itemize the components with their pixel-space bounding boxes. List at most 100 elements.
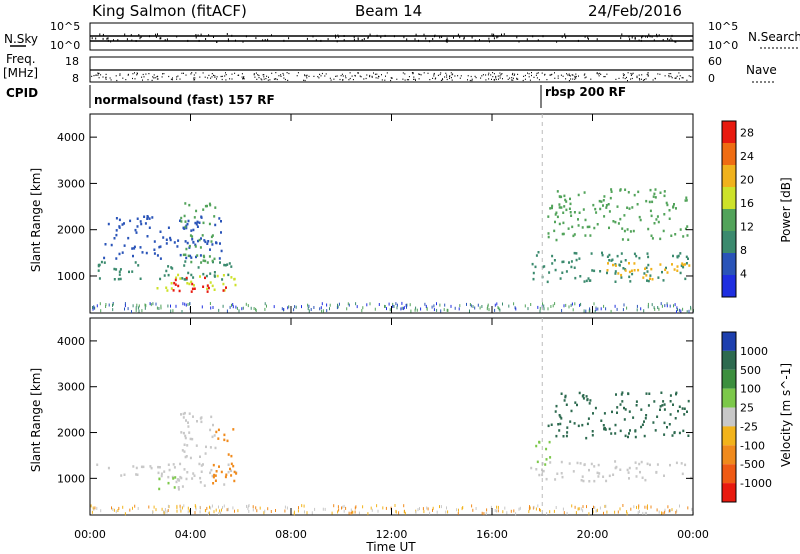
colorbar-frame <box>721 331 737 503</box>
range-cell <box>133 245 136 249</box>
nsky-point <box>418 39 419 42</box>
ground-scatter-cell <box>650 505 652 509</box>
freq-tick-low: 8 <box>72 72 79 85</box>
range-cell <box>547 232 550 235</box>
nsky-point <box>675 40 677 43</box>
ground-scatter-cell <box>676 509 678 513</box>
nave-point <box>626 76 627 79</box>
nave-point <box>170 78 172 80</box>
range-cell <box>159 277 162 281</box>
nave-point <box>413 76 415 78</box>
range-cell <box>204 452 207 455</box>
nave-point <box>511 74 513 76</box>
ground-scatter-cell <box>231 303 232 307</box>
range-cell <box>213 473 216 477</box>
range-cell <box>668 217 671 220</box>
range-cell <box>543 265 546 268</box>
nave-point <box>679 75 681 77</box>
nave-point <box>449 77 450 79</box>
range-cell <box>127 236 130 240</box>
range-cell <box>666 271 669 274</box>
nave-point <box>381 79 383 81</box>
ground-scatter-cell <box>336 306 338 310</box>
range-cell <box>636 203 639 206</box>
ground-scatter-cell <box>180 509 182 513</box>
range-cell <box>183 411 186 415</box>
range-cell <box>145 251 148 255</box>
nave-point <box>639 79 641 81</box>
nave-point <box>624 77 626 80</box>
range-cell <box>166 289 169 292</box>
range-cell <box>620 273 623 277</box>
ground-scatter-cell <box>378 303 380 306</box>
range-cell <box>682 235 685 238</box>
nsky-point <box>228 39 229 42</box>
ground-scatter-cell <box>122 505 124 509</box>
nave-point <box>514 73 516 75</box>
range-cell <box>146 215 149 218</box>
range-cell <box>223 483 226 486</box>
range-cell <box>226 263 229 266</box>
nave-point <box>415 79 416 81</box>
range-cell <box>195 444 198 447</box>
ground-scatter-cell <box>690 305 692 309</box>
range-cell <box>669 394 672 397</box>
nave-point <box>176 78 178 80</box>
range-cell <box>561 260 564 264</box>
ground-scatter-cell <box>640 307 642 311</box>
ground-scatter-cell <box>458 307 460 311</box>
ground-scatter-cell <box>218 308 220 312</box>
range-cell <box>118 252 121 256</box>
range-cell <box>209 203 212 207</box>
nave-point <box>469 79 471 82</box>
range-cell <box>149 465 152 468</box>
nave-point <box>522 79 524 82</box>
range-cell <box>663 213 666 216</box>
y-tick-label: 1000 <box>57 270 85 283</box>
nave-point <box>116 79 118 82</box>
nave-point <box>500 74 502 76</box>
nsky-point <box>491 33 493 36</box>
nsky-point <box>670 37 672 40</box>
range-cell <box>648 392 651 395</box>
nsky-point <box>195 34 197 36</box>
range-cell <box>685 262 688 265</box>
ground-scatter-cell <box>656 508 658 512</box>
ground-scatter-cell <box>589 307 591 311</box>
range-cell <box>214 446 217 450</box>
range-cell <box>634 461 637 464</box>
nave-point <box>97 74 99 76</box>
ground-scatter-cell <box>371 508 373 512</box>
nave-point <box>317 76 319 78</box>
range-cell <box>173 486 176 489</box>
ground-scatter-cell <box>565 303 567 307</box>
range-cell <box>641 476 644 479</box>
colorbar-tick-label: 24 <box>740 150 754 163</box>
ground-scatter-cell <box>194 511 196 515</box>
ground-scatter-cell <box>439 303 441 307</box>
range-cell <box>666 203 669 207</box>
nave-point <box>511 77 513 79</box>
nsky-point <box>621 33 623 36</box>
range-cell <box>562 435 565 438</box>
ground-scatter-cell <box>528 507 530 511</box>
range-cell <box>657 220 660 224</box>
nave-point <box>596 72 598 75</box>
range-cell <box>665 201 668 205</box>
nsky-point <box>99 33 101 36</box>
range-cell <box>153 252 156 255</box>
range-cell <box>202 208 205 211</box>
range-cell <box>553 229 556 233</box>
range-cell <box>554 220 556 224</box>
ground-scatter-cell <box>510 509 512 513</box>
range-cell <box>177 273 180 277</box>
range-cell <box>571 225 574 229</box>
range-cell <box>560 195 563 199</box>
range-cell <box>676 265 679 268</box>
range-cell <box>616 254 619 258</box>
nave-point <box>225 72 226 74</box>
range-cell <box>222 274 225 277</box>
ground-scatter-cell <box>112 308 114 312</box>
ground-scatter-cell <box>488 308 490 312</box>
